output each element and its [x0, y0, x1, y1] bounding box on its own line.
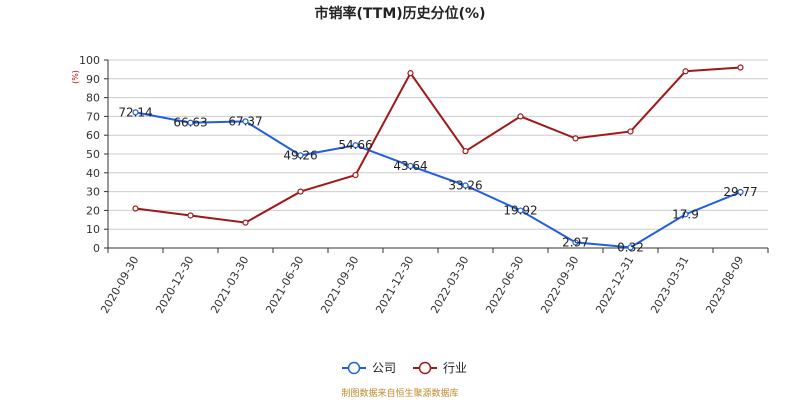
data-label: 29.77 [723, 185, 757, 199]
data-point [187, 119, 194, 126]
y-tick-label: 40 [86, 167, 100, 180]
data-label: 67.37 [228, 114, 262, 128]
chart-title: 市销率(TTM)历史分位(%) [315, 5, 486, 22]
legend: 公司 行业 [342, 361, 467, 375]
y-tick-label: 10 [86, 223, 100, 236]
data-point [627, 244, 634, 251]
grid-lines [108, 59, 768, 249]
data-point [297, 152, 304, 159]
y-axis-ticks: 0 10 20 30 40 50 60 70 80 90 100 [79, 54, 109, 255]
x-tick-label: 2022-12-31 [593, 254, 636, 316]
data-point [407, 70, 414, 77]
data-point [682, 211, 689, 218]
data-label: 0.32 [617, 240, 644, 254]
legend-marker [347, 361, 361, 375]
y-tick-label: 30 [86, 186, 100, 199]
data-label: 54.66 [338, 138, 372, 152]
y-tick-label: 20 [86, 204, 100, 217]
y-tick-label: 0 [93, 242, 100, 255]
series-line-company [135, 111, 741, 249]
data-point [572, 239, 579, 246]
data-point [517, 113, 524, 120]
x-tick-label: 2021-12-30 [373, 254, 416, 316]
x-tick-label: 2020-12-30 [153, 254, 196, 316]
data-point [242, 219, 249, 226]
data-point [572, 135, 579, 142]
data-point [682, 68, 689, 75]
x-tick-label: 2021-09-30 [318, 254, 361, 316]
data-label: 66.63 [173, 116, 207, 130]
legend-label: 行业 [443, 361, 467, 375]
x-tick-label: 2021-03-30 [208, 254, 251, 316]
data-point [407, 162, 414, 170]
y-tick-label: 70 [86, 110, 100, 123]
data-point [187, 212, 194, 219]
data-label: 2.97 [562, 235, 589, 249]
data-point [132, 205, 139, 212]
data-label: 33.26 [448, 178, 482, 192]
data-point [737, 188, 744, 196]
data-point [132, 109, 139, 116]
data-point [737, 64, 744, 71]
data-point [627, 128, 634, 135]
y-tick-label: 80 [86, 92, 100, 105]
series-line-industry [135, 66, 741, 224]
data-point [297, 188, 304, 195]
x-tick-label: 2022-03-30 [428, 254, 471, 316]
data-point [462, 182, 469, 189]
data-point [517, 207, 524, 214]
data-point [352, 171, 359, 179]
data-label: 17.9 [672, 207, 699, 221]
x-tick-label: 2022-06-30 [483, 254, 526, 316]
x-tick-label: 2023-08-09 [703, 254, 746, 316]
y-tick-label: 50 [86, 148, 100, 161]
x-tick-label: 2020-09-30 [98, 254, 141, 316]
x-tick-label: 2021-06-30 [263, 254, 306, 316]
data-label: 19.92 [503, 204, 537, 218]
y-tick-label: 100 [79, 54, 100, 67]
legend-label: 公司 [372, 361, 396, 375]
x-tick-label: 2022-09-30 [538, 254, 581, 316]
x-axis: 2020-09-30 2020-12-30 2021-03-30 2021-06-30… [98, 247, 769, 316]
data-label: 72.14 [118, 105, 152, 119]
y-tick-label: 60 [86, 129, 100, 142]
y-axis-unit-label: (%) [71, 70, 80, 84]
data-point [462, 148, 469, 155]
data-point [352, 142, 359, 149]
source-note: 制图数据来自恒生聚源数据库 [341, 387, 458, 399]
x-tick-label: 2023-03-31 [648, 254, 691, 316]
y-tick-label: 90 [86, 73, 100, 86]
legend-marker [418, 361, 432, 375]
data-label: 43.64 [393, 159, 427, 173]
data-point [242, 118, 249, 125]
data-label: 49.26 [283, 148, 317, 162]
series-layer: 72.14 66.63 67.37 49.26 54.66 43.64 33.26 19.92… [118, 64, 758, 254]
